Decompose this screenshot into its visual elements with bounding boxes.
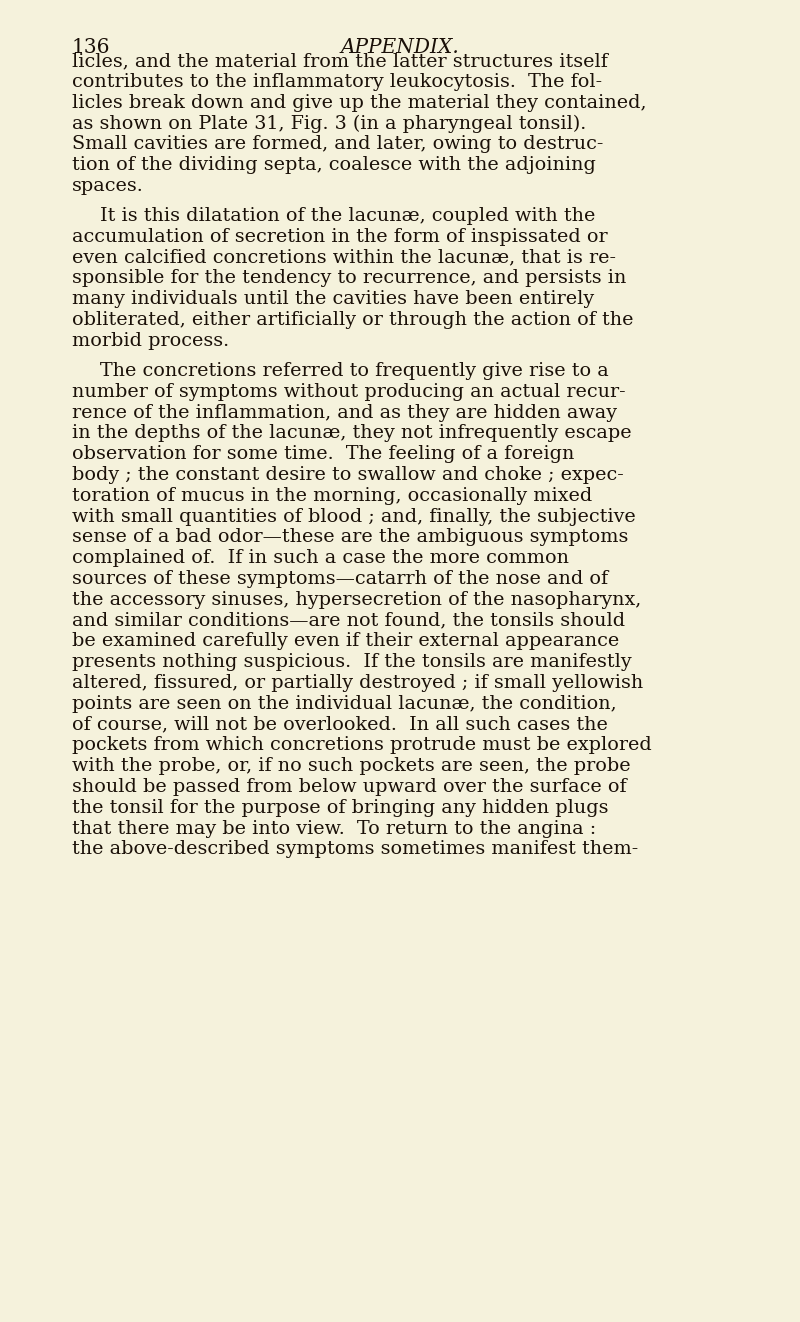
Text: even calcified concretions within the lacunæ, that is re-: even calcified concretions within the la… <box>72 249 616 267</box>
Text: many individuals until the cavities have been entirely: many individuals until the cavities have… <box>72 290 594 308</box>
Text: number of symptoms without producing an actual recur-: number of symptoms without producing an … <box>72 383 626 401</box>
Text: points are seen on the individual lacunæ, the condition,: points are seen on the individual lacunæ… <box>72 695 617 713</box>
Text: of course, will not be overlooked.  In all such cases the: of course, will not be overlooked. In al… <box>72 715 608 734</box>
Text: obliterated, either artificially or through the action of the: obliterated, either artificially or thro… <box>72 311 634 329</box>
Text: It is this dilatation of the lacunæ, coupled with the: It is this dilatation of the lacunæ, cou… <box>100 208 595 225</box>
Text: APPENDIX.: APPENDIX. <box>341 38 459 57</box>
Text: sense of a bad odor—these are the ambiguous symptoms: sense of a bad odor—these are the ambigu… <box>72 529 628 546</box>
Text: pockets from which concretions protrude must be explored: pockets from which concretions protrude … <box>72 736 652 755</box>
Text: spaces.: spaces. <box>72 177 144 194</box>
Text: and similar conditions—are not found, the tonsils should: and similar conditions—are not found, th… <box>72 612 625 629</box>
Text: tion of the dividing septa, coalesce with the adjoining: tion of the dividing septa, coalesce wit… <box>72 156 596 175</box>
Text: licles, and the material from the latter structures itself: licles, and the material from the latter… <box>72 52 608 70</box>
Text: accumulation of secretion in the form of inspissated or: accumulation of secretion in the form of… <box>72 227 608 246</box>
Text: the above-described symptoms sometimes manifest them-: the above-described symptoms sometimes m… <box>72 841 638 858</box>
Text: should be passed from below upward over the surface of: should be passed from below upward over … <box>72 777 626 796</box>
Text: The concretions referred to frequently give rise to a: The concretions referred to frequently g… <box>100 362 609 379</box>
Text: sources of these symptoms—catarrh of the nose and of: sources of these symptoms—catarrh of the… <box>72 570 608 588</box>
Text: that there may be into view.  To return to the angina :: that there may be into view. To return t… <box>72 820 596 838</box>
Text: sponsible for the tendency to recurrence, and persists in: sponsible for the tendency to recurrence… <box>72 270 626 287</box>
Text: complained of.  If in such a case the more common: complained of. If in such a case the mor… <box>72 549 569 567</box>
Text: the accessory sinuses, hypersecretion of the nasopharynx,: the accessory sinuses, hypersecretion of… <box>72 591 642 608</box>
Text: altered, fissured, or partially destroyed ; if small yellowish: altered, fissured, or partially destroye… <box>72 674 643 691</box>
Text: with small quantities of blood ; and, finally, the subjective: with small quantities of blood ; and, fi… <box>72 508 636 526</box>
Text: rence of the inflammation, and as they are hidden away: rence of the inflammation, and as they a… <box>72 403 617 422</box>
Text: body ; the constant desire to swallow and choke ; expec-: body ; the constant desire to swallow an… <box>72 465 624 484</box>
Text: the tonsil for the purpose of bringing any hidden plugs: the tonsil for the purpose of bringing a… <box>72 798 609 817</box>
Text: as shown on Plate 31, Fig. 3 (in a pharyngeal tonsil).: as shown on Plate 31, Fig. 3 (in a phary… <box>72 115 586 132</box>
Text: morbid process.: morbid process. <box>72 332 229 350</box>
Text: Small cavities are formed, and later, owing to destruc-: Small cavities are formed, and later, ow… <box>72 135 603 153</box>
Text: be examined carefully even if their external appearance: be examined carefully even if their exte… <box>72 632 619 650</box>
Text: with the probe, or, if no such pockets are seen, the probe: with the probe, or, if no such pockets a… <box>72 758 630 775</box>
Text: 136: 136 <box>72 38 110 57</box>
Text: licles break down and give up the material they contained,: licles break down and give up the materi… <box>72 94 646 111</box>
Text: observation for some time.  The feeling of a foreign: observation for some time. The feeling o… <box>72 446 574 463</box>
Text: toration of mucus in the morning, occasionally mixed: toration of mucus in the morning, occasi… <box>72 486 592 505</box>
Text: contributes to the inflammatory leukocytosis.  The fol-: contributes to the inflammatory leukocyt… <box>72 73 602 91</box>
Text: presents nothing suspicious.  If the tonsils are manifestly: presents nothing suspicious. If the tons… <box>72 653 632 672</box>
Text: in the depths of the lacunæ, they not infrequently escape: in the depths of the lacunæ, they not in… <box>72 424 632 443</box>
